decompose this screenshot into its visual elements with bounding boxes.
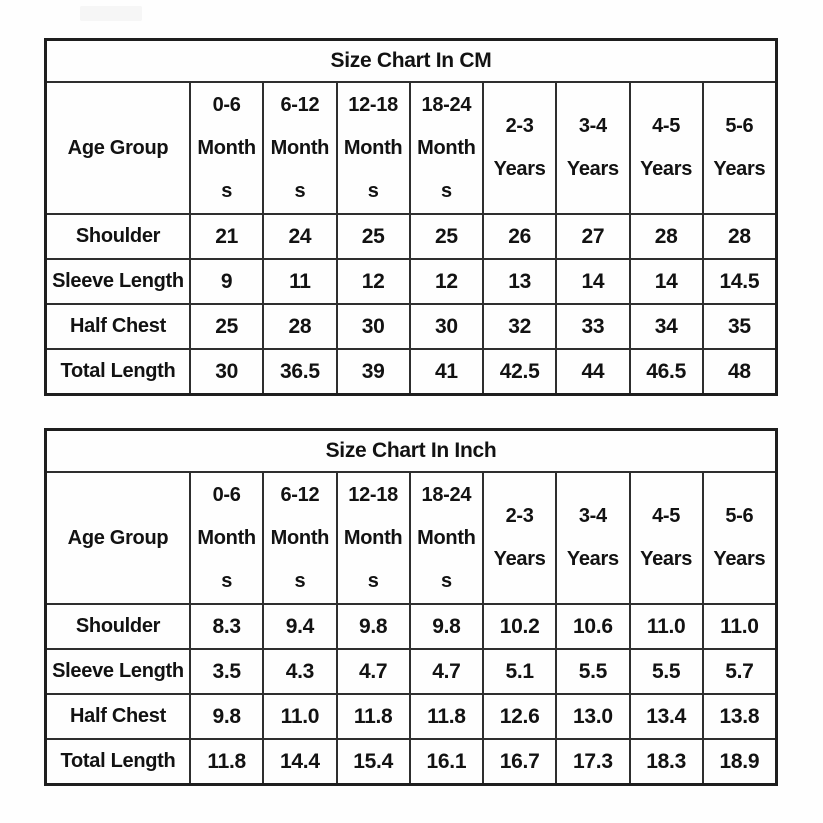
top-left-watermark-badge (80, 6, 142, 21)
size-value-cell: 11 (264, 260, 336, 303)
size-value-cell: 30 (337, 305, 409, 348)
size-value-cell: 10.6 (557, 605, 629, 648)
row-label: Sleeve Length (47, 650, 189, 693)
size-value-cell: 13.0 (557, 695, 629, 738)
size-chart-inch-table: Size Chart In Inch Age Group 0-6 Month s… (44, 428, 778, 786)
size-value-cell: 18.9 (703, 740, 775, 783)
size-value-cell: 25 (410, 215, 482, 258)
size-value-cell: 15.4 (337, 740, 409, 783)
size-value-cell: 14 (557, 260, 629, 303)
column-header: 6-12 Month s (264, 83, 336, 213)
size-value-cell: 12.6 (484, 695, 556, 738)
size-value-cell: 9.8 (191, 695, 263, 738)
column-header: 4-5 Years (630, 83, 702, 213)
column-header: 18-24 Month s (410, 473, 482, 603)
size-value-cell: 46.5 (630, 350, 702, 393)
size-value-cell: 12 (410, 260, 482, 303)
size-value-cell: 42.5 (484, 350, 556, 393)
size-value-cell: 3.5 (191, 650, 263, 693)
size-value-cell: 13.4 (630, 695, 702, 738)
size-value-cell: 36.5 (264, 350, 336, 393)
size-value-cell: 5.7 (703, 650, 775, 693)
size-value-cell: 21 (191, 215, 263, 258)
column-header: 6-12 Month s (264, 473, 336, 603)
size-value-cell: 8.3 (191, 605, 263, 648)
size-value-cell: 33 (557, 305, 629, 348)
size-value-cell: 16.1 (410, 740, 482, 783)
row-label: Shoulder (47, 605, 189, 648)
column-header: 0-6 Month s (191, 473, 263, 603)
column-header: 18-24 Month s (410, 83, 482, 213)
column-header: 12-18 Month s (337, 83, 409, 213)
column-header: 12-18 Month s (337, 473, 409, 603)
size-value-cell: 18.3 (630, 740, 702, 783)
size-value-cell: 13.8 (703, 695, 775, 738)
row-label: Sleeve Length (47, 260, 189, 303)
size-value-cell: 25 (191, 305, 263, 348)
size-value-cell: 17.3 (557, 740, 629, 783)
column-header: 4-5 Years (630, 473, 702, 603)
size-value-cell: 26 (484, 215, 556, 258)
size-value-cell: 9.8 (410, 605, 482, 648)
size-value-cell: 12 (337, 260, 409, 303)
size-value-cell: 10.2 (484, 605, 556, 648)
row-label: Half Chest (47, 695, 189, 738)
size-value-cell: 34 (630, 305, 702, 348)
size-value-cell: 11.8 (410, 695, 482, 738)
column-header: 2-3 Years (484, 83, 556, 213)
size-value-cell: 11.0 (264, 695, 336, 738)
size-value-cell: 30 (410, 305, 482, 348)
size-value-cell: 4.7 (410, 650, 482, 693)
size-value-cell: 4.3 (264, 650, 336, 693)
column-header: 5-6 Years (703, 473, 775, 603)
size-value-cell: 28 (703, 215, 775, 258)
row-label: Shoulder (47, 215, 189, 258)
size-value-cell: 4.7 (337, 650, 409, 693)
column-header: 0-6 Month s (191, 83, 263, 213)
row-label: Total Length (47, 350, 189, 393)
table-title-inch: Size Chart In Inch (47, 431, 775, 471)
size-value-cell: 11.0 (630, 605, 702, 648)
table-title-cm: Size Chart In CM (47, 41, 775, 81)
column-header: 3-4 Years (557, 83, 629, 213)
size-value-cell: 27 (557, 215, 629, 258)
column-header: 5-6 Years (703, 83, 775, 213)
size-value-cell: 5.5 (630, 650, 702, 693)
size-value-cell: 9.4 (264, 605, 336, 648)
row-label: Half Chest (47, 305, 189, 348)
size-value-cell: 28 (264, 305, 336, 348)
size-value-cell: 11.8 (191, 740, 263, 783)
size-value-cell: 5.5 (557, 650, 629, 693)
size-value-cell: 41 (410, 350, 482, 393)
size-value-cell: 11.8 (337, 695, 409, 738)
size-value-cell: 14.4 (264, 740, 336, 783)
size-value-cell: 16.7 (484, 740, 556, 783)
size-value-cell: 39 (337, 350, 409, 393)
size-value-cell: 25 (337, 215, 409, 258)
size-value-cell: 13 (484, 260, 556, 303)
column-header: 2-3 Years (484, 473, 556, 603)
size-value-cell: 14 (630, 260, 702, 303)
size-value-cell: 44 (557, 350, 629, 393)
size-value-cell: 24 (264, 215, 336, 258)
age-group-header: Age Group (47, 473, 189, 603)
size-value-cell: 9 (191, 260, 263, 303)
size-value-cell: 35 (703, 305, 775, 348)
size-value-cell: 5.1 (484, 650, 556, 693)
size-chart-cm-table: Size Chart In CM Age Group 0-6 Month s 6… (44, 38, 778, 396)
row-label: Total Length (47, 740, 189, 783)
size-value-cell: 9.8 (337, 605, 409, 648)
size-value-cell: 14.5 (703, 260, 775, 303)
size-value-cell: 48 (703, 350, 775, 393)
size-value-cell: 11.0 (703, 605, 775, 648)
size-value-cell: 30 (191, 350, 263, 393)
size-value-cell: 28 (630, 215, 702, 258)
size-value-cell: 32 (484, 305, 556, 348)
column-header: 3-4 Years (557, 473, 629, 603)
age-group-header: Age Group (47, 83, 189, 213)
